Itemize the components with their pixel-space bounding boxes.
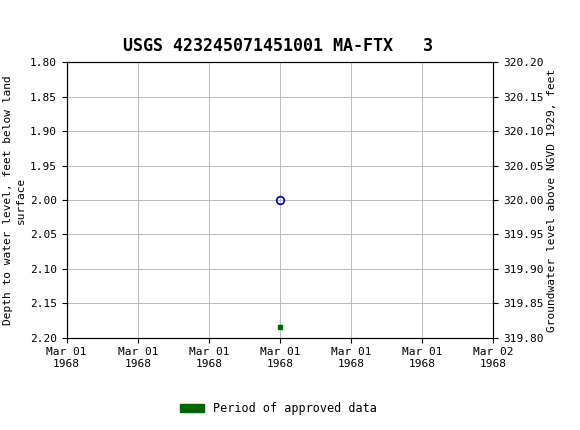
Legend: Period of approved data: Period of approved data bbox=[175, 397, 382, 420]
Y-axis label: Groundwater level above NGVD 1929, feet: Groundwater level above NGVD 1929, feet bbox=[548, 68, 557, 332]
Text: USGS 423245071451001 MA-FTX   3: USGS 423245071451001 MA-FTX 3 bbox=[124, 37, 433, 55]
Y-axis label: Depth to water level, feet below land
surface: Depth to water level, feet below land su… bbox=[3, 75, 26, 325]
Text: USGS: USGS bbox=[75, 12, 139, 33]
